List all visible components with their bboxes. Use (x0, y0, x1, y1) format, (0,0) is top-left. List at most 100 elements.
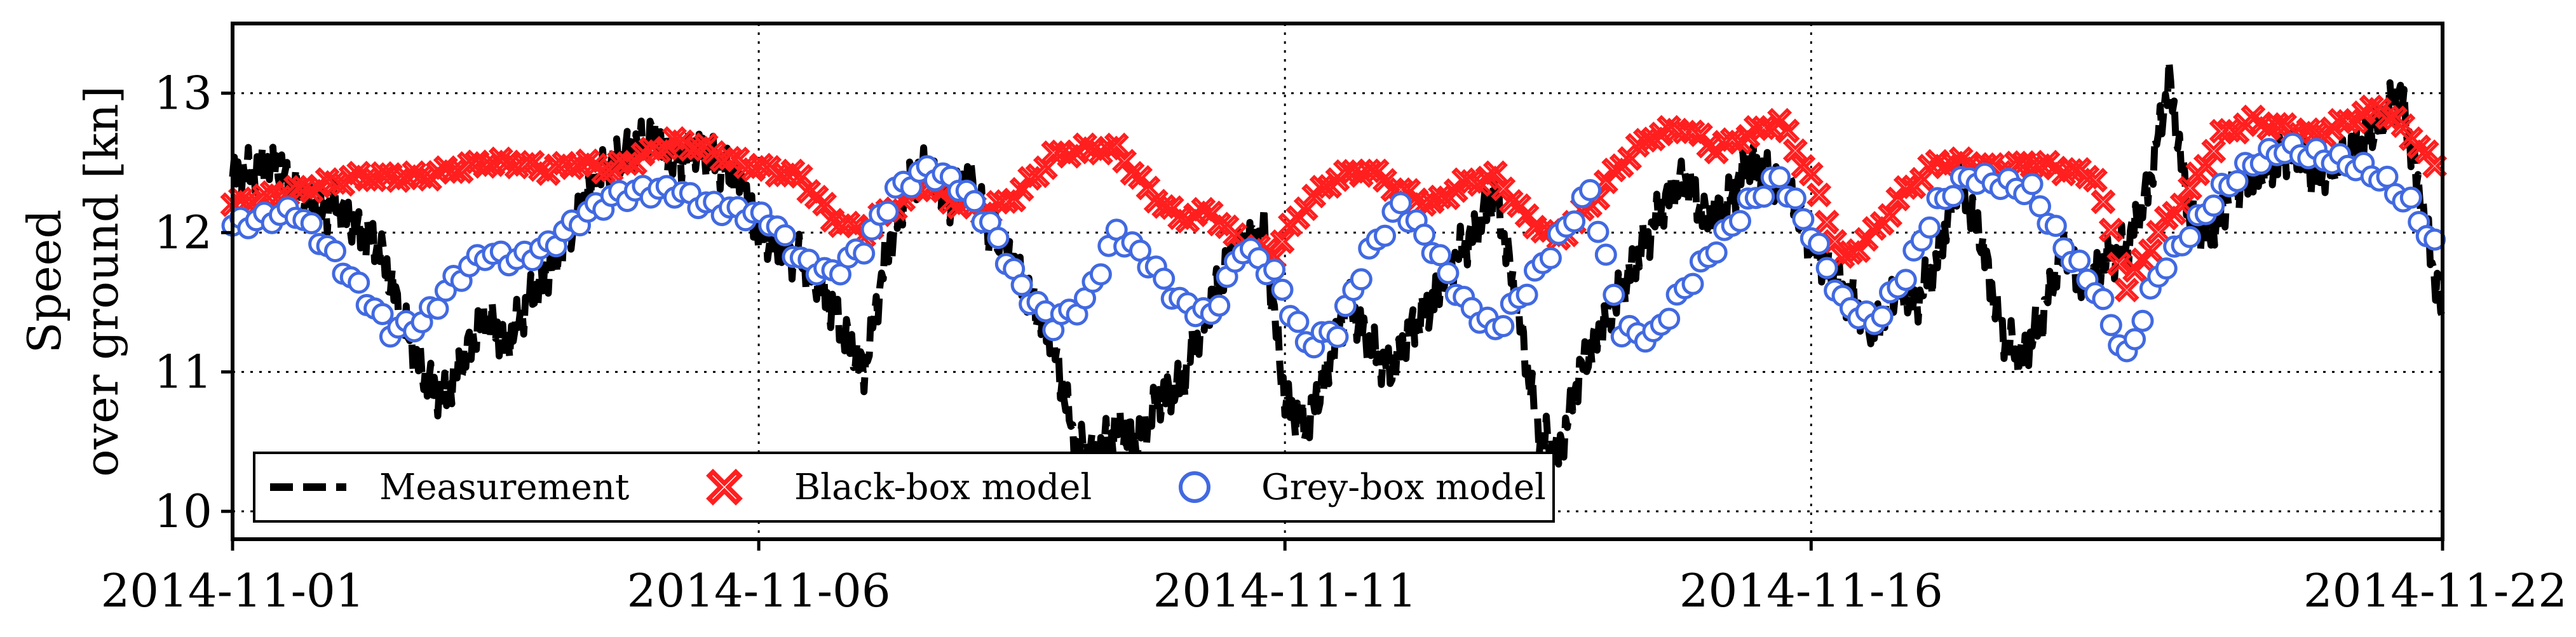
grey-box-marker (1208, 294, 1231, 317)
y-tick-label: 12 (154, 206, 212, 259)
y-tick-label: 11 (154, 345, 212, 399)
x-tick-label: 2014-11-06 (627, 564, 891, 617)
grey-box-marker (2092, 288, 2115, 311)
black-box-marker (1893, 175, 1918, 200)
grey-box-marker (1326, 325, 1349, 348)
grey-box-marker (1350, 268, 1373, 291)
black-box-marker (2114, 278, 2139, 303)
grey-box-marker (1153, 267, 1176, 290)
grey-box-marker (2226, 170, 2249, 192)
grey-box-marker (1492, 315, 1515, 337)
black-box-marker (559, 155, 585, 180)
black-box-marker (1096, 135, 1122, 161)
grey-box-marker (1658, 307, 1681, 330)
grey-box-marker (1603, 283, 1625, 306)
grey-box-marker (1942, 185, 1965, 208)
y-tick-label: 10 (154, 485, 212, 538)
black-box-marker (836, 210, 861, 236)
y-tick-label: 13 (154, 67, 212, 120)
black-box-marker (2375, 105, 2400, 130)
black-box-marker (1704, 139, 1729, 164)
grey-box-marker (2068, 249, 2091, 272)
black-box-marker (1104, 132, 1129, 158)
black-box-marker (472, 154, 498, 179)
grey-box-marker (1374, 224, 1396, 247)
black-box-marker (646, 139, 672, 164)
plot-frame (231, 22, 2444, 541)
grey-box-marker (1594, 243, 1617, 266)
black-box-marker (749, 152, 774, 178)
grey-box-marker (1792, 208, 1815, 231)
black-box-marker (1775, 118, 1800, 144)
black-box-marker (1088, 140, 1113, 166)
grey-box-marker (1579, 178, 1601, 201)
grey-box-marker (1808, 232, 1831, 255)
grey-box-marker (1563, 210, 1586, 233)
black-box-marker (1057, 144, 1082, 169)
grey-box-marker (1815, 257, 1838, 279)
grey-box-marker (1271, 278, 1294, 301)
legend-box (253, 452, 1555, 523)
grey-box-marker (2044, 215, 2067, 238)
grey-box-marker (963, 190, 986, 213)
grey-box-marker (2179, 225, 2201, 248)
grey-box-marker (1681, 272, 1704, 295)
grey-box-marker (1515, 283, 1538, 306)
grey-box-marker (1871, 305, 1894, 328)
grey-box-marker (876, 200, 899, 223)
black-box-marker (441, 159, 466, 184)
grey-box-marker (1894, 269, 1917, 292)
grey-box-marker (1413, 224, 1436, 246)
black-box-marker (1482, 160, 1508, 185)
grey-box-marker (2202, 194, 2225, 217)
grey-box-marker (2124, 328, 2146, 351)
grey-box-marker (1263, 258, 1286, 281)
grey-box-marker (987, 227, 1010, 250)
x-tick-label: 2014-11-11 (1153, 564, 1417, 617)
grey-box-marker (1918, 216, 1941, 239)
black-box-marker (717, 145, 743, 171)
black-box-series (220, 94, 2448, 303)
x-tick-label: 2014-11-16 (1679, 564, 1943, 617)
black-box-marker (1782, 138, 1808, 163)
grey-box-marker (1437, 262, 1460, 285)
black-box-marker (614, 151, 640, 177)
black-box-marker (1798, 161, 1824, 187)
black-box-marker (591, 159, 616, 185)
black-box-marker (2075, 164, 2100, 190)
grey-box-marker (2131, 309, 2154, 332)
axis-ticks: 10 11 12 13 2014-11-01 2014-11-06 2014-11-11 20… (100, 67, 2567, 617)
y-axis-title-line-1: Speed (18, 210, 71, 354)
grey-box-marker (1429, 244, 1451, 267)
grey-box-marker (1539, 246, 1562, 269)
black-box-marker (1072, 132, 1098, 158)
black-box-marker (1862, 216, 1887, 241)
black-box-marker (1151, 194, 1177, 219)
black-box-marker (1601, 158, 1627, 183)
grey-box-marker (2099, 314, 2122, 337)
black-box-marker (1159, 195, 1184, 220)
black-box-marker (2098, 217, 2124, 243)
grey-box-marker (853, 242, 876, 265)
black-box-marker (1807, 182, 1832, 208)
black-box-marker (1357, 158, 1382, 184)
grey-box-marker (1287, 311, 1310, 333)
black-box-marker (1814, 210, 1840, 235)
legend-grey-box-swatch (1179, 471, 1210, 503)
black-box-marker (1412, 192, 1437, 217)
black-box-marker (1017, 166, 1043, 191)
black-box-marker (2091, 189, 2116, 215)
grey-box-marker (2399, 186, 2422, 209)
legend-measurement-label: Measurement (379, 467, 630, 508)
grey-box-marker (1729, 210, 1751, 232)
x-tick-label: 2014-11-22 (2303, 564, 2567, 617)
legend: Measurement Black-box model Grey-box mod… (253, 452, 1555, 523)
legend-black-box-swatch (706, 469, 743, 506)
grey-box-marker (348, 271, 370, 294)
x-tick-label: 2014-11-01 (100, 564, 364, 617)
grey-box-marker (1089, 263, 1112, 286)
black-box-marker (2359, 94, 2384, 119)
black-box-marker (2138, 238, 2163, 264)
black-box-marker (1641, 126, 1666, 152)
black-box-marker (1838, 240, 1863, 265)
